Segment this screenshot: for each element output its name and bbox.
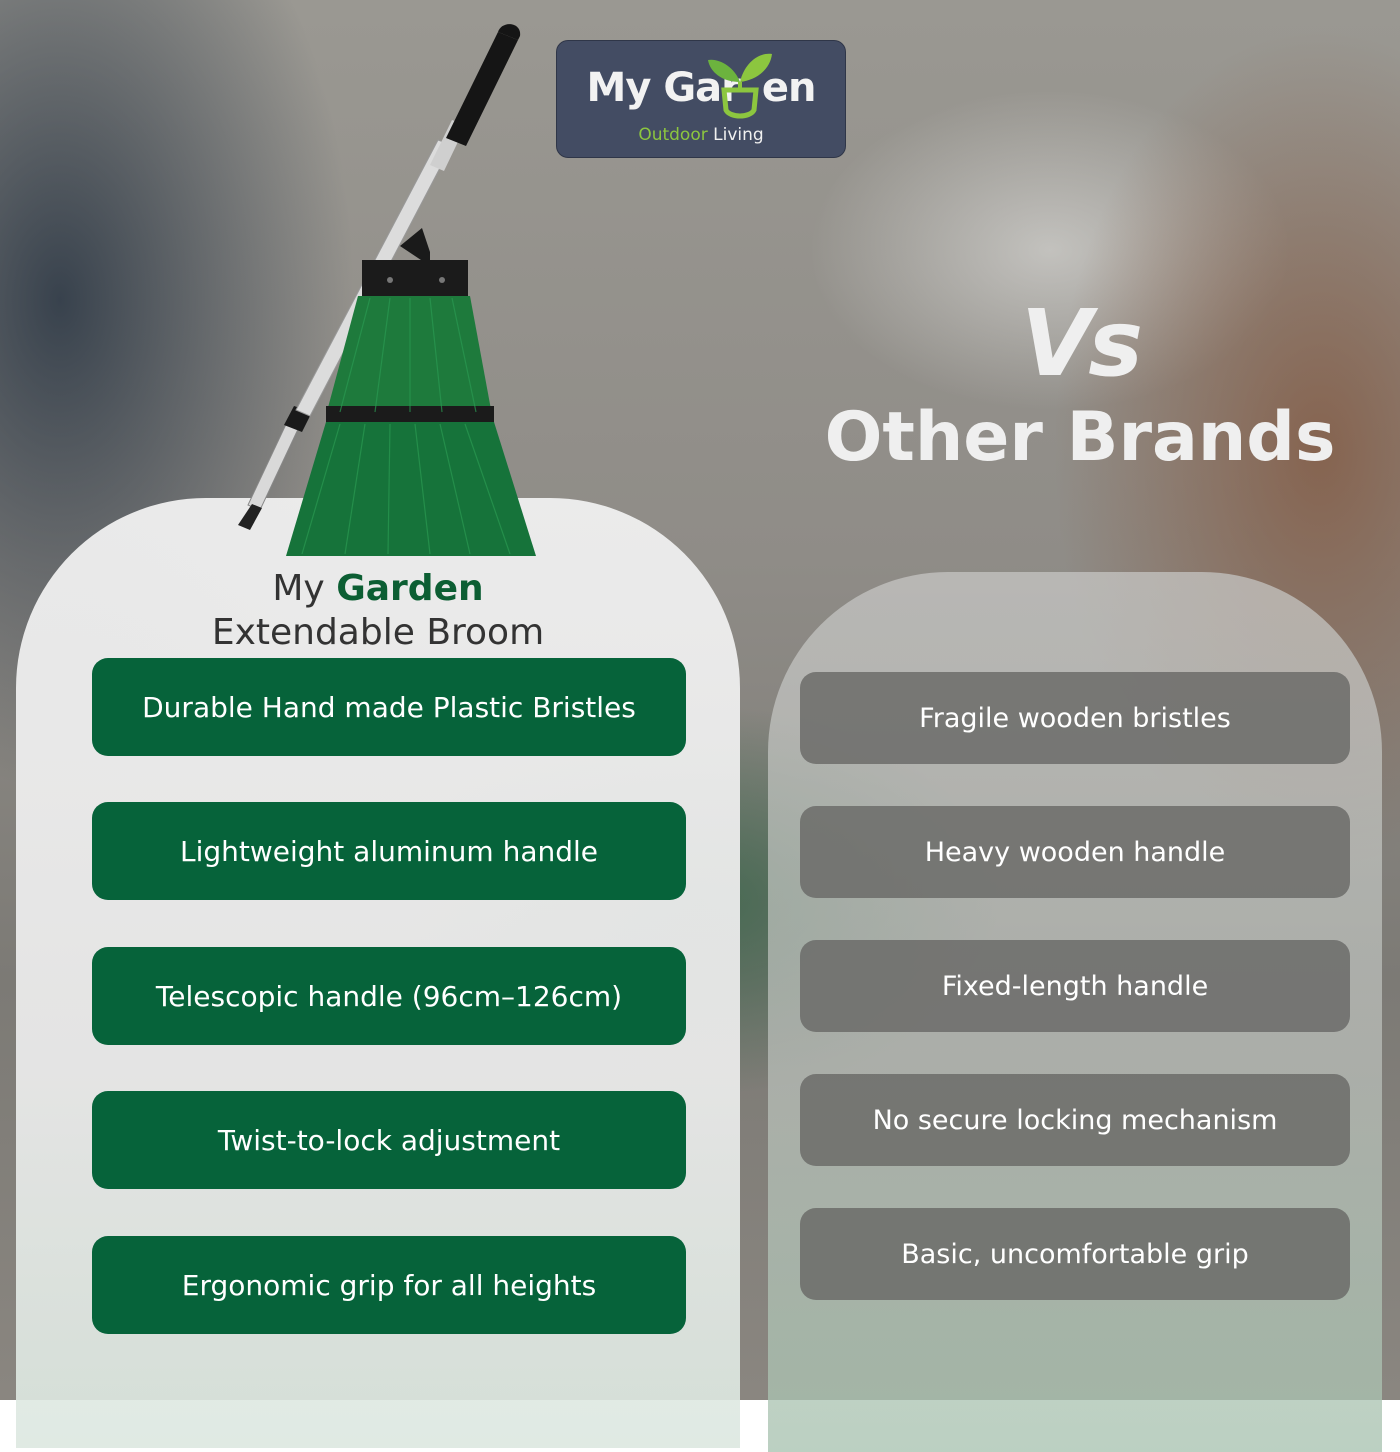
product-title-line2: Extendable Broom [211,612,545,653]
other-brands-heading: Other Brands [824,398,1336,477]
feature-pill-bristles: Durable Hand made Plastic Bristles [92,658,686,756]
other-pill-fixed-length: Fixed-length handle [800,940,1350,1032]
feature-pill-ergonomic-grip: Ergonomic grip for all heights [92,1236,686,1334]
feature-pill-telescopic: Telescopic handle (96cm–126cm) [92,947,686,1045]
product-title-line1: My Garden [272,568,484,609]
other-pill-bristles: Fragile wooden bristles [800,672,1350,764]
other-pill-handle: Heavy wooden handle [800,806,1350,898]
feature-pill-twist-lock: Twist-to-lock adjustment [92,1091,686,1189]
broom-image [238,24,536,556]
logo-tagline: Outdoor Living [638,125,764,145]
other-pill-locking: No secure locking mechanism [800,1074,1350,1166]
vs-heading: Vs [1021,290,1143,397]
sprout-icon [708,53,772,119]
feature-pill-aluminum-handle: Lightweight aluminum handle [92,802,686,900]
logo-wordmark: My Gar en [586,65,817,111]
brand-logo: My Gar en Outdoor Living [556,40,846,158]
other-pill-grip: Basic, uncomfortable grip [800,1208,1350,1300]
